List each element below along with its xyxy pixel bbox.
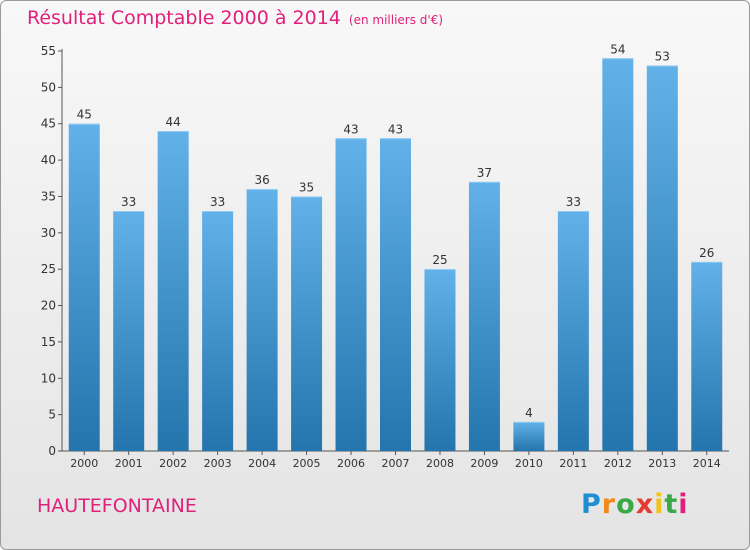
x-tick-label: 2004 [248, 457, 276, 470]
bar [380, 138, 411, 452]
y-tick-label: 15 [41, 335, 56, 349]
y-tick-label: 35 [41, 189, 56, 203]
x-tick-label: 2002 [159, 457, 187, 470]
y-tick-label: 40 [41, 153, 56, 167]
x-tick-label: 2003 [204, 457, 232, 470]
x-tick-label: 2000 [70, 457, 98, 470]
data-label: 37 [477, 166, 492, 180]
town-name: HAUTEFONTAINE [37, 495, 197, 517]
bar [157, 131, 189, 451]
y-tick-label: 45 [41, 117, 56, 131]
y-tick-label: 10 [41, 371, 56, 385]
data-label: 33 [566, 195, 581, 209]
bar [691, 261, 723, 451]
data-label: 33 [121, 195, 136, 209]
data-label: 43 [388, 122, 403, 136]
proxiti-logo[interactable]: Proxiti [581, 489, 689, 520]
logo-letter: t [664, 489, 679, 520]
bar [113, 211, 145, 451]
data-label: 54 [610, 42, 625, 56]
data-label: 26 [699, 246, 714, 260]
y-tick-label: 30 [41, 226, 56, 240]
chart-unit: (en milliers d'€) [348, 13, 444, 27]
data-label: 36 [254, 173, 269, 187]
data-label: 43 [343, 122, 358, 136]
x-tick-label: 2005 [293, 457, 321, 470]
data-label: 25 [432, 253, 447, 267]
data-label: 45 [77, 108, 92, 122]
chart-title: Résultat Comptable 2000 à 2014 [27, 7, 341, 29]
x-tick-label: 2009 [470, 457, 498, 470]
bar [291, 196, 323, 451]
y-tick-label: 5 [48, 408, 56, 422]
data-label: 44 [166, 115, 181, 129]
x-tick-label: 2008 [426, 457, 454, 470]
y-tick-label: 25 [41, 262, 56, 276]
bar [646, 65, 678, 451]
bar [513, 421, 545, 451]
data-label: 53 [655, 50, 670, 64]
y-tick-label: 20 [41, 299, 56, 313]
x-tick-label: 2013 [648, 457, 676, 470]
bar [202, 211, 234, 451]
x-tick-label: 2012 [604, 457, 632, 470]
logo-letter: o [616, 489, 636, 520]
x-tick-label: 2006 [337, 457, 365, 470]
bar [68, 123, 100, 452]
chart-title-block: Résultat Comptable 2000 à 2014 (en millie… [27, 7, 443, 29]
data-label: 4 [525, 406, 533, 420]
bar [246, 189, 278, 451]
x-tick-label: 2007 [382, 457, 410, 470]
x-tick-label: 2011 [559, 457, 587, 470]
logo-letter: P [581, 489, 602, 520]
bar [557, 211, 589, 451]
bar [335, 138, 367, 452]
logo-letter: i [678, 489, 689, 520]
bar [602, 58, 634, 451]
data-label: 35 [299, 180, 314, 194]
y-tick-label: 50 [41, 80, 56, 94]
logo-letter: r [601, 489, 617, 520]
x-tick-label: 2001 [115, 457, 143, 470]
x-tick-label: 2010 [515, 457, 543, 470]
data-label: 33 [210, 195, 225, 209]
y-tick-label: 0 [48, 444, 56, 458]
logo-letter: x [635, 489, 655, 520]
bar [468, 181, 500, 451]
bar [424, 269, 456, 451]
y-tick-label: 55 [41, 44, 56, 58]
x-tick-label: 2014 [693, 457, 721, 470]
logo-letter: i [654, 489, 665, 520]
